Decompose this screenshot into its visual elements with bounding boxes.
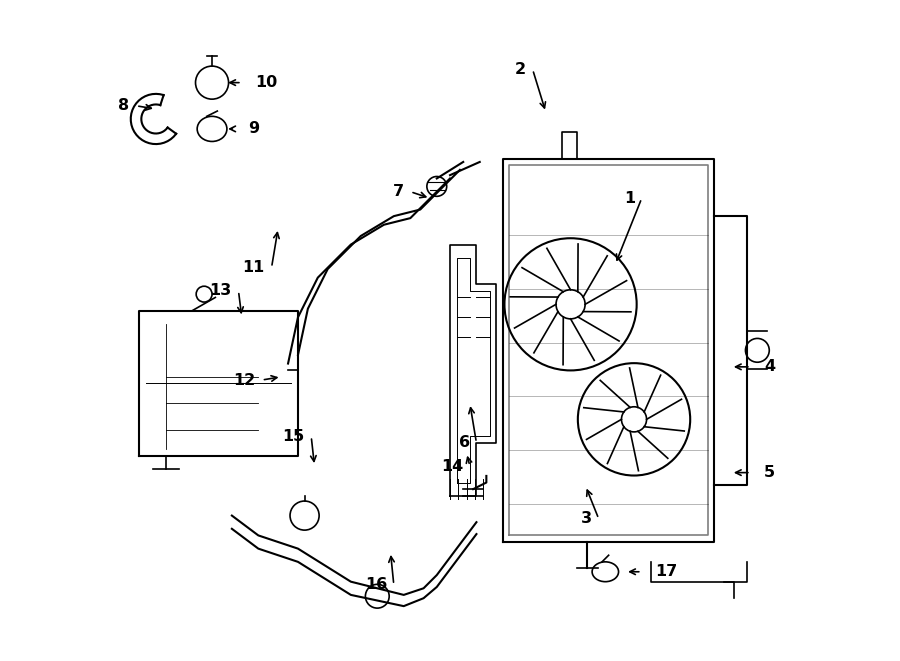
Text: 9: 9 xyxy=(248,122,259,136)
Text: 6: 6 xyxy=(459,436,470,450)
Text: 12: 12 xyxy=(233,373,255,387)
Text: 1: 1 xyxy=(624,191,635,206)
Text: 5: 5 xyxy=(764,465,775,480)
Text: 8: 8 xyxy=(118,98,130,113)
Text: 17: 17 xyxy=(655,564,677,579)
Text: 7: 7 xyxy=(392,184,404,199)
Text: 11: 11 xyxy=(243,260,265,275)
Text: 10: 10 xyxy=(255,75,277,90)
Text: 14: 14 xyxy=(441,459,464,473)
Text: 4: 4 xyxy=(764,360,775,374)
Text: 16: 16 xyxy=(365,578,387,592)
Text: 3: 3 xyxy=(581,512,592,526)
Text: 15: 15 xyxy=(283,429,304,444)
Text: 13: 13 xyxy=(210,284,232,298)
Text: 2: 2 xyxy=(515,62,526,77)
